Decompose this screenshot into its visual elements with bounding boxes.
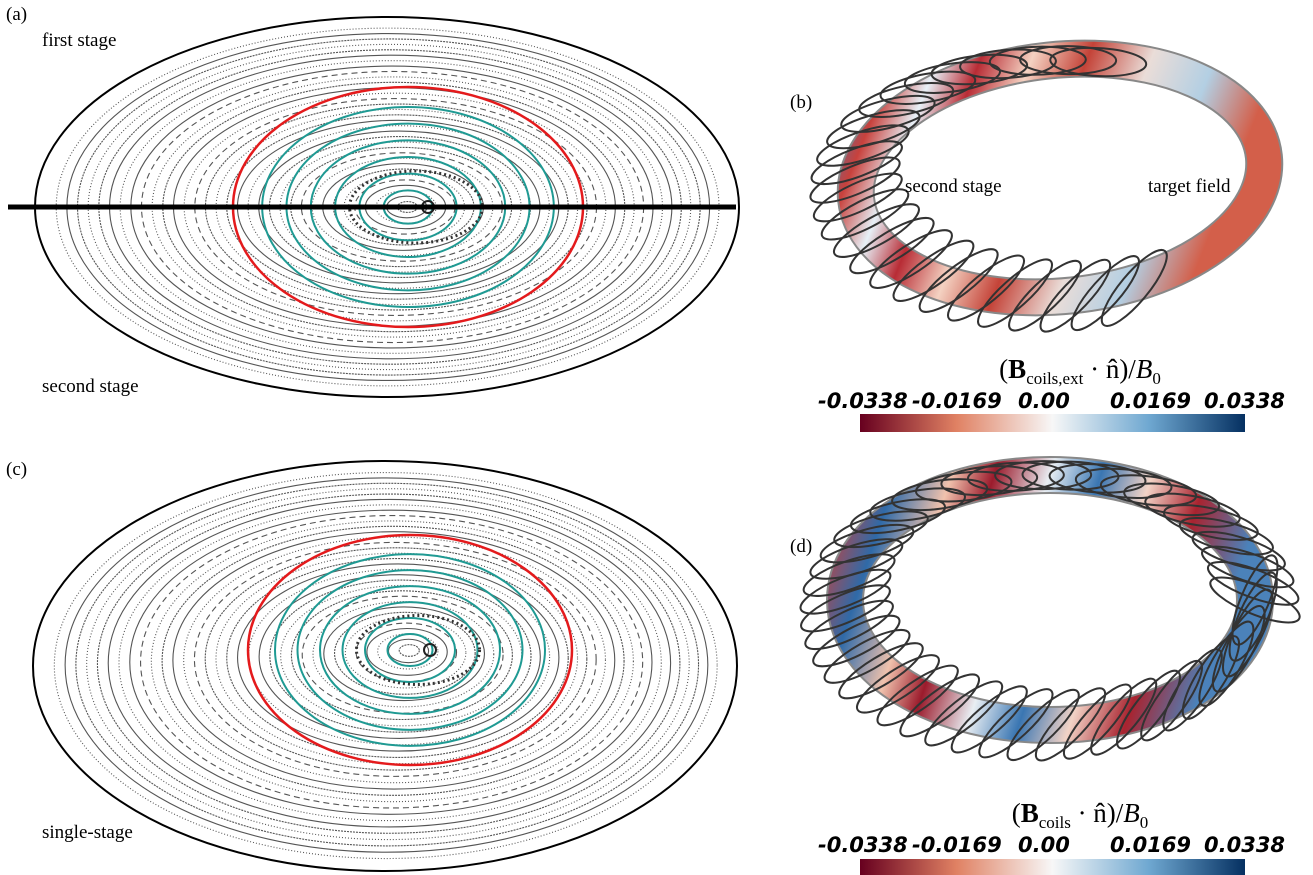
torus-d bbox=[796, 460, 1305, 768]
teal-surface bbox=[343, 602, 478, 698]
panel-label: (b) bbox=[790, 92, 812, 113]
poincare-a bbox=[8, 17, 739, 397]
flux-surface bbox=[119, 505, 661, 821]
colorbar-tick: 0.0169 bbox=[1110, 833, 1191, 857]
panel-label: (d) bbox=[790, 536, 812, 557]
teal-surface bbox=[365, 618, 455, 682]
annotation: first stage bbox=[42, 30, 116, 51]
t: ( bbox=[999, 354, 1008, 384]
t: coils,ext bbox=[1026, 369, 1083, 388]
flux-surface bbox=[54, 473, 717, 859]
figure: (a) first stage second stage (b) second … bbox=[0, 0, 1313, 875]
teal-surface bbox=[320, 586, 500, 714]
flux-surface bbox=[65, 478, 708, 852]
flux-surface bbox=[388, 639, 428, 662]
boundary bbox=[33, 461, 737, 871]
t: 0 bbox=[1140, 813, 1149, 832]
t: · n̂)/ bbox=[1071, 798, 1124, 828]
flux-surface bbox=[205, 548, 587, 770]
teal-surface bbox=[298, 570, 523, 730]
annotation: second stage bbox=[905, 176, 1002, 197]
page: (a) first stage second stage (b) second … bbox=[0, 0, 1313, 875]
torus bbox=[845, 475, 1255, 725]
annotation: second stage bbox=[42, 376, 139, 397]
annotation: single-stage bbox=[42, 822, 133, 843]
t: 0 bbox=[1152, 369, 1161, 388]
colorbar-title: (Bcoils,ext · n̂)/B0 bbox=[999, 354, 1161, 388]
colorbar bbox=[860, 859, 1245, 875]
flux-surface bbox=[324, 607, 485, 701]
colorbar-tick: 0.00 bbox=[1018, 833, 1070, 857]
colorbar-tick: -0.0169 bbox=[912, 389, 1002, 413]
t: B bbox=[1136, 354, 1153, 384]
panel-label: (a) bbox=[6, 4, 27, 25]
flux-surface bbox=[227, 559, 568, 758]
teal-surface bbox=[275, 554, 545, 746]
axis bbox=[424, 644, 436, 656]
t: coils bbox=[1039, 813, 1071, 832]
flux-surface bbox=[399, 645, 419, 657]
flux-surface bbox=[87, 489, 690, 840]
t: B bbox=[1123, 798, 1140, 828]
colorbar-tick: -0.0338 bbox=[818, 389, 908, 413]
colorbar-tick: -0.0338 bbox=[818, 833, 908, 857]
colorbar bbox=[860, 414, 1245, 432]
poincare-c bbox=[33, 461, 737, 871]
annotation: target field bbox=[1148, 176, 1231, 197]
colorbar-title: (Bcoils · n̂)/B0 bbox=[1012, 798, 1149, 832]
colorbar-tick: 0.0338 bbox=[1204, 833, 1285, 857]
t: B bbox=[1021, 798, 1039, 828]
colorbar-tick: -0.0169 bbox=[912, 833, 1002, 857]
colorbar-tick: 0.0338 bbox=[1204, 389, 1285, 413]
colorbar-tick: 0.00 bbox=[1018, 389, 1070, 413]
t: · n̂)/ bbox=[1083, 354, 1136, 384]
t: B bbox=[1008, 354, 1026, 384]
flux-surface bbox=[97, 494, 679, 833]
flux-surface bbox=[151, 521, 633, 802]
t: ( bbox=[1012, 798, 1021, 828]
colorbar-tick: 0.0169 bbox=[1110, 389, 1191, 413]
panel-label: (c) bbox=[6, 459, 27, 480]
